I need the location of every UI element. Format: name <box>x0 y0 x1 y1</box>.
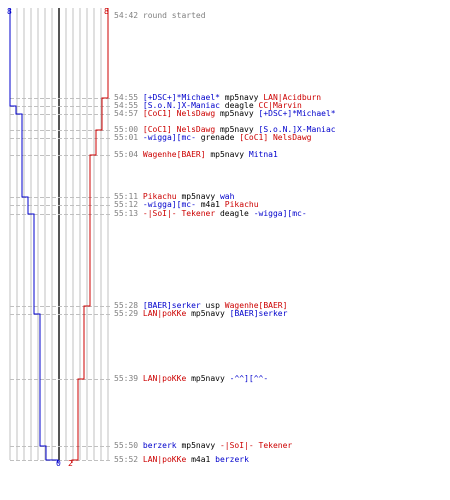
event-row: 54:55 [S.o.N.]X-Maniac deagle CC|Marvin <box>114 101 302 111</box>
event-row: 55:28 [BAER]serker usp Wagenhe[BAER] <box>114 301 287 311</box>
blue-team-end-count: 0 <box>56 459 61 468</box>
event-time: 55:12 <box>114 200 143 209</box>
event-player: [S.o.N.]X-Maniac <box>258 125 336 134</box>
event-time: 54:55 <box>114 93 143 102</box>
event-player: -|SoI|- Tekener <box>142 209 216 218</box>
event-row: 55:29 LAN|poKKe mp5navy [BAER]serker <box>114 309 287 319</box>
event-row: 55:12 -wigga][mc- m4a1 Pikachu <box>114 200 259 210</box>
event-weapon: mp5navy <box>215 109 259 118</box>
event-weapon: mp5navy <box>205 150 249 159</box>
red-team-end-count: 2 <box>68 459 73 468</box>
event-weapon: usp <box>200 301 225 310</box>
event-time: 55:11 <box>114 192 143 201</box>
event-weapon: m4a1 <box>195 200 225 209</box>
event-time: 55:04 <box>114 150 143 159</box>
event-time: 55:28 <box>114 301 143 310</box>
event-time: 55:01 <box>114 133 143 142</box>
event-text: round started <box>142 11 206 20</box>
event-row: 54:42 round started <box>114 11 206 21</box>
event-player: -wigga][mc- <box>142 133 196 142</box>
event-player: berzerk <box>142 441 177 450</box>
event-row: 55:01 -wigga][mc- grenade [CoC1] NelsDaw… <box>114 133 312 143</box>
event-time: 54:55 <box>114 101 143 110</box>
event-weapon: deagle <box>219 101 259 110</box>
event-row: 55:52 LAN|poKKe m4a1 berzerk <box>114 455 249 465</box>
event-player: [CoC1] NelsDawg <box>142 109 216 118</box>
event-player: Pikachu <box>142 192 177 201</box>
event-player: -^^][^^- <box>229 374 269 383</box>
blue-team-alive-line <box>9 8 59 463</box>
event-row: 54:55 [+DSC+]*Michael* mp5navy LAN|Acidb… <box>114 93 321 103</box>
event-row: 55:50 berzerk mp5navy -|SoI|- Tekener <box>114 441 292 451</box>
event-player: [+DSC+]*Michael* <box>142 93 220 102</box>
event-weapon: mp5navy <box>176 192 220 201</box>
event-weapon: m4a1 <box>186 455 216 464</box>
event-player: Mitna1 <box>248 150 278 159</box>
event-row: 55:11 Pikachu mp5navy wah <box>114 192 234 202</box>
event-player: [CoC1] NelsDawg <box>142 125 216 134</box>
event-time: 54:42 <box>114 11 143 20</box>
event-time: 55:52 <box>114 455 143 464</box>
event-time: 55:29 <box>114 309 143 318</box>
event-weapon: mp5navy <box>215 125 259 134</box>
event-player: [BAER]serker <box>142 301 201 310</box>
event-player: wah <box>219 192 235 201</box>
event-player: [+DSC+]*Michael* <box>258 109 336 118</box>
event-player: -|SoI|- Tekener <box>219 441 293 450</box>
event-weapon: mp5navy <box>219 93 264 102</box>
event-row: 55:13 -|SoI|- Tekener deagle -wigga][mc- <box>114 209 307 219</box>
event-player: Wagenhe[BAER] <box>142 150 206 159</box>
event-player: LAN|poKKe <box>142 374 187 383</box>
event-player: [CoC1] NelsDawg <box>239 133 312 142</box>
event-time: 55:13 <box>114 209 143 218</box>
blue-team-start-count: 8 <box>7 7 12 16</box>
event-player: LAN|poKKe <box>142 455 187 464</box>
event-weapon: mp5navy <box>176 441 220 450</box>
event-time: 55:00 <box>114 125 143 134</box>
event-weapon: deagle <box>215 209 254 218</box>
event-player: LAN|Acidburn <box>263 93 322 102</box>
event-player: Wagenhe[BAER] <box>224 301 288 310</box>
event-time: 55:50 <box>114 441 143 450</box>
event-time: 54:57 <box>114 109 143 118</box>
event-row: 55:39 LAN|poKKe mp5navy -^^][^^- <box>114 374 268 384</box>
event-player: LAN|poKKe <box>142 309 187 318</box>
event-weapon: grenade <box>195 133 240 142</box>
event-row: 55:00 [CoC1] NelsDawg mp5navy [S.o.N.]X-… <box>114 125 336 135</box>
event-player: [BAER]serker <box>229 309 288 318</box>
event-player: Pikachu <box>224 200 259 209</box>
event-player: berzerk <box>215 455 249 464</box>
red-team-start-count: 8 <box>104 7 109 16</box>
event-player: CC|Marvin <box>258 101 302 110</box>
event-weapon: mp5navy <box>186 374 230 383</box>
red-team-alive-line <box>71 8 109 463</box>
event-row: 55:04 Wagenhe[BAER] mp5navy Mitna1 <box>114 150 278 160</box>
event-player: -wigga][mc- <box>142 200 196 209</box>
event-weapon: mp5navy <box>186 309 230 318</box>
event-player: [S.o.N.]X-Maniac <box>142 101 220 110</box>
event-row: 54:57 [CoC1] NelsDawg mp5navy [+DSC+]*Mi… <box>114 109 336 119</box>
event-player: -wigga][mc- <box>253 209 307 218</box>
event-time: 55:39 <box>114 374 143 383</box>
